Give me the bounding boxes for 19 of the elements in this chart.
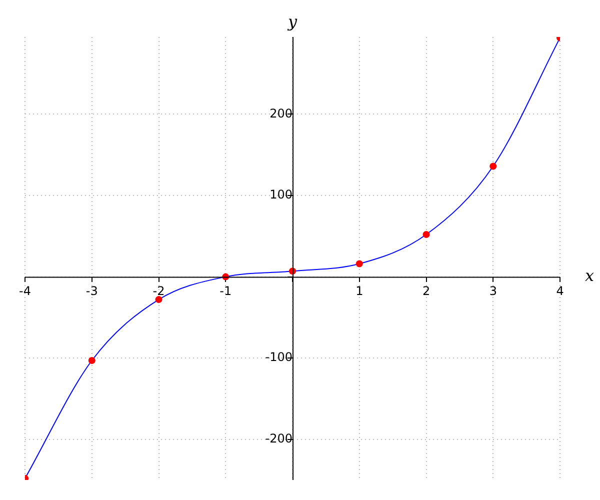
point (490, 162, 497, 170)
y-tick-label: -100 (265, 350, 292, 364)
point (155, 296, 162, 304)
x-tick-label: -4 (19, 284, 31, 298)
x-tick-label: 3 (489, 284, 497, 298)
x-tick-label: -2 (152, 284, 165, 298)
point (356, 260, 363, 268)
point (88, 357, 96, 364)
point (422, 231, 430, 238)
y-tick-label: -200 (265, 431, 292, 446)
x-tick-label: 4 (556, 284, 564, 298)
x-axis-title: x (585, 266, 594, 285)
y-tick-label: 200 (270, 106, 292, 120)
y-tick-label: 100 (270, 188, 292, 202)
x-tick-label: 2 (422, 284, 430, 298)
x-tick-label: 1 (356, 284, 364, 298)
x-tick-label: -3 (86, 284, 98, 298)
x-tick-label: -1 (220, 284, 232, 298)
y-axis-title: y (286, 12, 298, 32)
